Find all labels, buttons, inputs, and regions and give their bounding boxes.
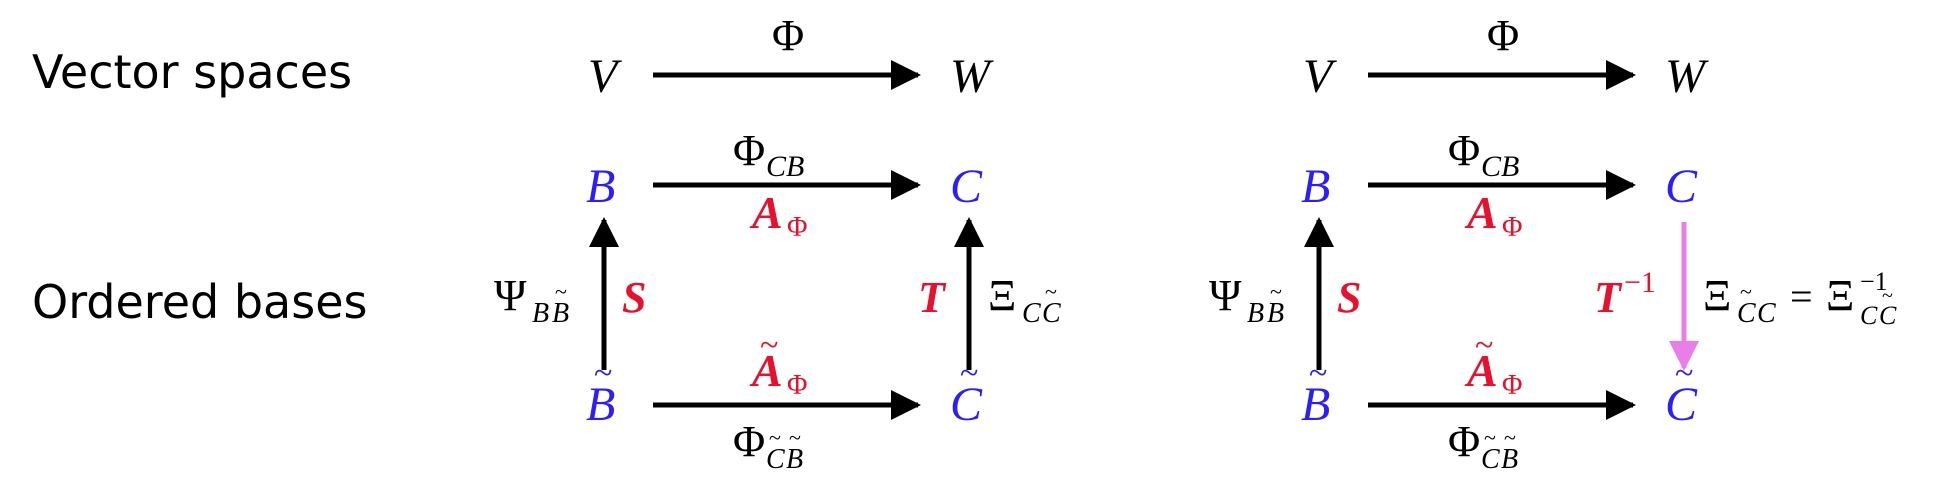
label-Phi: Φ: [772, 11, 804, 60]
svg-text:B: B: [1301, 378, 1330, 431]
svg-text:B: B: [1501, 444, 1518, 475]
node-B: B: [586, 160, 615, 213]
svg-text:−1: −1: [1860, 267, 1888, 296]
svg-text:Ξ: Ξ: [1703, 271, 1731, 320]
svg-text:~: ~: [1045, 279, 1057, 304]
svg-text:Φ: Φ: [1502, 370, 1522, 401]
svg-text:~: ~: [1270, 279, 1282, 304]
svg-text:~: ~: [789, 425, 801, 450]
svg-text:Ξ: Ξ: [1826, 271, 1854, 320]
label-T: T: [918, 273, 947, 322]
svg-text:=: =: [1790, 274, 1813, 319]
svg-text:Φ: Φ: [733, 126, 765, 175]
label-S: S: [1337, 273, 1361, 322]
svg-text:Φ: Φ: [733, 417, 765, 466]
svg-text:B: B: [532, 298, 549, 329]
node-B-tilde: B ~: [1301, 355, 1330, 431]
svg-text:B: B: [552, 298, 569, 329]
label-Psi-BBtilde: Ψ B B ~: [494, 271, 569, 329]
svg-text:~: ~: [1740, 279, 1752, 304]
label-Psi-BBtilde: Ψ B B ~: [1209, 271, 1284, 329]
label-Xi-CtildeC-equals-Xi-inverse: Ξ C ~ C = Ξ −1 C C ~: [1703, 267, 1897, 330]
diagram-right: W --> V Φ W C --> B Φ CB A Φ C S Ψ B B ~…: [1209, 11, 1897, 475]
svg-text:B: B: [586, 378, 615, 431]
svg-text:B: B: [1247, 298, 1264, 329]
node-B: B: [1301, 160, 1330, 213]
label-S: S: [622, 273, 646, 322]
node-C-tilde: C ~: [950, 355, 983, 431]
svg-text:~: ~: [760, 327, 778, 364]
svg-text:CB: CB: [766, 150, 804, 183]
svg-text:A: A: [749, 187, 783, 238]
svg-text:C: C: [1022, 298, 1041, 329]
svg-text:~: ~: [1475, 327, 1493, 364]
row-label-ordered-bases: Ordered bases: [32, 275, 367, 329]
node-C: C: [1665, 160, 1698, 213]
svg-text:Ψ: Ψ: [1209, 271, 1242, 320]
svg-text:~: ~: [1882, 285, 1893, 307]
svg-text:Ξ: Ξ: [988, 271, 1016, 320]
diagram-left: W --> V Φ W C --> B Φ CB A Φ C S Ψ B B ~…: [494, 11, 1061, 475]
label-Phi-CtildeBtilde: Φ C ~ B ~: [733, 417, 803, 475]
node-B-tilde: B ~: [586, 355, 615, 431]
svg-text:A: A: [1464, 345, 1498, 396]
svg-text:A: A: [1464, 187, 1498, 238]
label-Phi-CB: Φ CB: [1448, 126, 1519, 183]
label-A-Phi: A Φ: [1464, 187, 1522, 243]
svg-text:~: ~: [1675, 355, 1693, 392]
svg-text:~: ~: [769, 425, 781, 450]
svg-text:C: C: [1042, 298, 1061, 329]
row-label-vector-spaces: Vector spaces: [32, 45, 352, 99]
label-Phi-CtildeBtilde: Φ C ~ B ~: [1448, 417, 1518, 475]
svg-text:~: ~: [594, 355, 612, 392]
svg-text:Φ: Φ: [787, 370, 807, 401]
svg-text:~: ~: [960, 355, 978, 392]
svg-text:C: C: [1481, 444, 1500, 475]
svg-text:C: C: [766, 444, 785, 475]
node-V: V: [588, 50, 622, 103]
node-V: V: [1303, 50, 1337, 103]
svg-text:~: ~: [555, 279, 567, 304]
svg-text:~: ~: [1504, 425, 1516, 450]
svg-text:B: B: [1267, 298, 1284, 329]
svg-text:Φ: Φ: [1448, 126, 1480, 175]
svg-text:T: T: [1594, 273, 1623, 322]
label-A-tilde-Phi: ~ A Φ: [1464, 327, 1522, 401]
svg-text:C: C: [1757, 298, 1776, 329]
svg-text:CB: CB: [1481, 150, 1519, 183]
svg-text:C: C: [1665, 378, 1698, 431]
svg-text:C: C: [1860, 301, 1878, 330]
svg-text:Φ: Φ: [787, 212, 807, 243]
svg-text:B: B: [786, 444, 803, 475]
label-A-tilde-Phi: ~ A Φ: [749, 327, 807, 401]
label-Phi: Φ: [1487, 11, 1519, 60]
svg-text:Ψ: Ψ: [494, 271, 527, 320]
svg-text:~: ~: [1309, 355, 1327, 392]
svg-text:A: A: [749, 345, 783, 396]
svg-text:Φ: Φ: [1502, 212, 1522, 243]
svg-text:−1: −1: [1624, 266, 1656, 299]
label-Phi-CB: Φ CB: [733, 126, 804, 183]
node-W: W: [950, 50, 994, 103]
label-Xi-CCtilde: Ξ C C ~: [988, 271, 1061, 329]
node-C-tilde: C ~: [1665, 355, 1698, 431]
node-C: C: [950, 160, 983, 213]
svg-text:Φ: Φ: [1448, 417, 1480, 466]
label-T-inverse: T −1: [1594, 266, 1656, 322]
svg-text:C: C: [1737, 298, 1756, 329]
node-W: W: [1665, 50, 1709, 103]
svg-text:~: ~: [1484, 425, 1496, 450]
label-A-Phi: A Φ: [749, 187, 807, 243]
svg-text:C: C: [1879, 301, 1897, 330]
svg-text:C: C: [950, 378, 983, 431]
